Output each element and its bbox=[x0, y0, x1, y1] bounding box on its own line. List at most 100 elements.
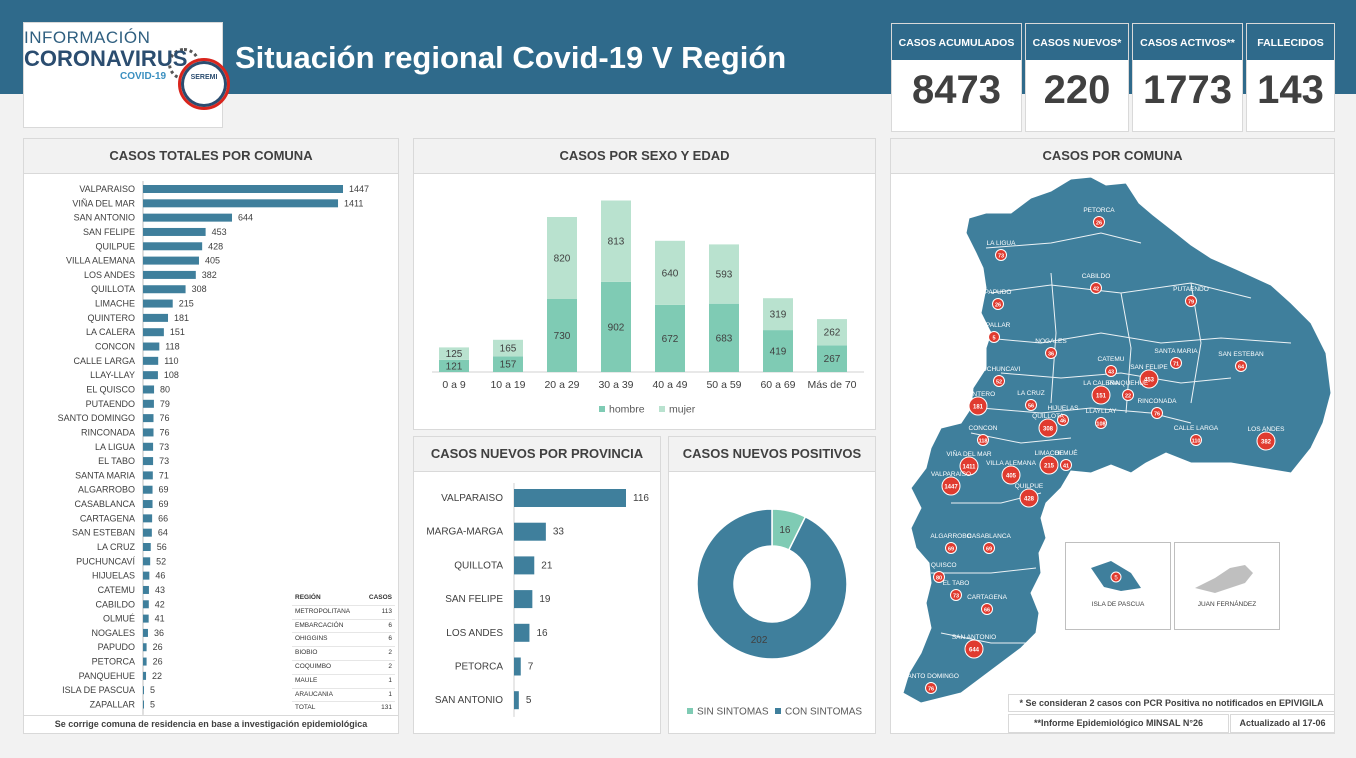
region-value: 6 bbox=[388, 621, 392, 629]
case-marker bbox=[1057, 414, 1069, 426]
tick-label: LOS ANDES bbox=[446, 628, 503, 639]
bar bbox=[143, 628, 148, 637]
bar bbox=[143, 557, 151, 566]
case-marker bbox=[1139, 369, 1159, 389]
comuna-map-label: ZAPALLAR bbox=[978, 322, 1011, 329]
island-label: JUAN FERNÁNDEZ bbox=[1198, 599, 1257, 608]
tick-label: PETORCA bbox=[92, 657, 135, 667]
data-label: 76 bbox=[160, 413, 170, 423]
tick-label: VIÑA DEL MAR bbox=[72, 198, 135, 208]
tick-label: 40 a 49 bbox=[652, 379, 687, 391]
data-label: 730 bbox=[554, 331, 571, 342]
data-label: 71 bbox=[159, 470, 169, 480]
comuna-map-label: SAN ANTONIO bbox=[952, 634, 996, 641]
comuna-map-label: LLAYLLAY bbox=[1086, 408, 1118, 415]
data-label: 79 bbox=[160, 399, 170, 409]
tick-label: ZAPALLAR bbox=[90, 700, 136, 710]
tick-label: CABILDO bbox=[95, 599, 135, 609]
data-label: 428 bbox=[208, 241, 223, 251]
region-value: 1 bbox=[388, 676, 392, 684]
data-label: 26 bbox=[153, 657, 163, 667]
case-marker bbox=[1256, 431, 1276, 451]
case-value: 26 bbox=[1096, 220, 1102, 226]
case-marker bbox=[981, 603, 993, 615]
panel-title: CASOS TOTALES POR COMUNA bbox=[24, 139, 398, 174]
bar bbox=[143, 686, 144, 695]
data-label: 69 bbox=[159, 485, 169, 495]
case-marker bbox=[945, 542, 957, 554]
data-label: 1447 bbox=[349, 184, 369, 194]
case-value: 110 bbox=[1192, 438, 1201, 444]
comuna-map-label: LA CALERA bbox=[1083, 380, 1119, 387]
comuna-map-label: QUILLOTA bbox=[1032, 413, 1064, 420]
updated-note: Actualizado al 17-06 bbox=[1230, 714, 1335, 733]
panel-map: CASOS POR COMUNA 26 PETORCA 73 LA LIGUA 42 CA… bbox=[890, 138, 1335, 734]
case-marker bbox=[1122, 389, 1134, 401]
case-marker bbox=[964, 639, 984, 659]
case-marker bbox=[1025, 399, 1037, 411]
kpi-casos-activos: CASOS ACTIVOS** 1773 bbox=[1132, 23, 1243, 132]
data-label: 453 bbox=[212, 227, 227, 237]
case-value: 69 bbox=[948, 546, 954, 552]
data-label: 593 bbox=[716, 270, 733, 281]
tick-label: PANQUEHUE bbox=[79, 671, 135, 681]
case-marker bbox=[925, 682, 937, 694]
island-box-pascua: 5 ISLA DE PASCUA bbox=[1065, 542, 1171, 630]
bar bbox=[143, 285, 186, 294]
case-value: 64 bbox=[1238, 364, 1245, 370]
page-title: Situación regional Covid-19 V Región bbox=[235, 40, 787, 75]
case-value: 66 bbox=[984, 607, 990, 613]
case-marker bbox=[1001, 465, 1021, 485]
data-label: 5 bbox=[150, 700, 155, 710]
data-label: 52 bbox=[156, 556, 166, 566]
comuna-map-label: LOS ANDES bbox=[1248, 426, 1286, 433]
data-label: 22 bbox=[152, 671, 162, 681]
data-label: 382 bbox=[202, 270, 217, 280]
bar bbox=[143, 643, 147, 652]
bar bbox=[143, 299, 173, 308]
bar-segment bbox=[601, 200, 631, 282]
case-value: 215 bbox=[1044, 463, 1055, 469]
kpi-fallecidos: FALLECIDOS 143 bbox=[1246, 23, 1335, 132]
data-label: 813 bbox=[608, 237, 625, 248]
comuna-map-label: PUCHUNCAVI bbox=[978, 366, 1021, 373]
data-label: 56 bbox=[157, 542, 167, 552]
data-label: 36 bbox=[154, 628, 164, 638]
panel-title: CASOS NUEVOS POR PROVINCIA bbox=[414, 437, 660, 472]
bar-segment bbox=[655, 240, 685, 305]
region-name: METROPOLITANA bbox=[295, 607, 351, 615]
comuna-map-label: QUINTERO bbox=[961, 391, 995, 398]
region-name: OHIGGINS bbox=[295, 635, 328, 643]
case-value: 151 bbox=[1096, 393, 1107, 399]
case-value: 41 bbox=[1063, 463, 1069, 469]
comuna-map-label: SAN FELIPE bbox=[1130, 364, 1168, 371]
bar bbox=[143, 385, 155, 394]
region-table: REGIÓN CASOS METROPOLITANA 113 EMBARCACIÓ… bbox=[292, 592, 395, 717]
bar bbox=[143, 399, 154, 408]
comuna-map-label: LA CRUZ bbox=[1017, 390, 1044, 397]
tick-label: LA LIGUA bbox=[95, 442, 135, 452]
bar-segment bbox=[763, 298, 793, 331]
tick-label: PETORCA bbox=[455, 662, 503, 673]
table-row: BIOBIO 2 bbox=[292, 647, 395, 661]
tick-label: RINCONADA bbox=[81, 427, 135, 437]
seremi-seal: SEREMI bbox=[178, 58, 230, 110]
tick-label: 20 a 29 bbox=[544, 379, 579, 391]
provincia-bar-chart: VALPARAISO 116 MARGA-MARGA 33 QUILLOTA 21 SAN … bbox=[426, 483, 649, 717]
tick-label: PAPUDO bbox=[98, 642, 135, 652]
data-label: 19 bbox=[539, 594, 551, 605]
comuna-map-label: CASABLANCA bbox=[967, 533, 1011, 540]
bar bbox=[143, 585, 149, 594]
data-label: 43 bbox=[155, 585, 165, 595]
tick-label: CONCON bbox=[95, 342, 135, 352]
bar-segment bbox=[763, 330, 793, 372]
table-row: MAULE 1 bbox=[292, 675, 395, 689]
kpi-value: 143 bbox=[1257, 68, 1324, 112]
case-marker bbox=[992, 298, 1004, 310]
bar bbox=[514, 489, 626, 507]
bar bbox=[514, 623, 530, 642]
case-marker bbox=[1091, 385, 1111, 405]
logo-text-covid: COVID-19 bbox=[120, 71, 167, 82]
comuna-map-label: CABILDO bbox=[1082, 273, 1111, 280]
case-value: 36 bbox=[1048, 351, 1054, 357]
